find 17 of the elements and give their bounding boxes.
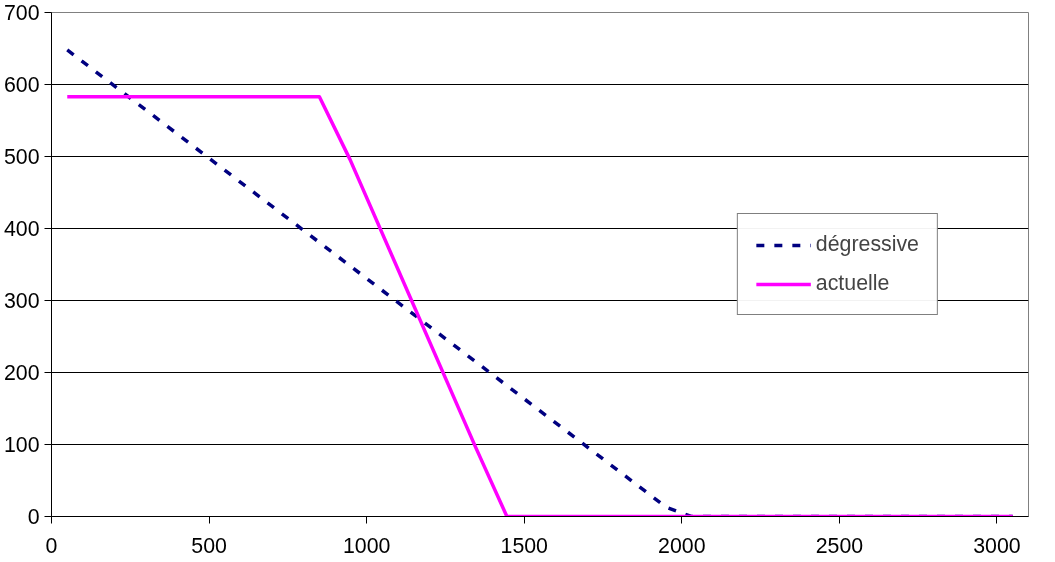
x-tick-label: 2500 [815, 533, 864, 558]
x-tick-label: 1500 [500, 533, 549, 558]
legend-label: dégressive [815, 232, 919, 257]
x-tick-label: 0 [45, 533, 58, 558]
y-tick-label: 200 [3, 361, 40, 385]
y-tick-label: 100 [3, 433, 40, 457]
x-tick-label: 3000 [973, 533, 1021, 558]
y-tick-label: 400 [3, 217, 40, 241]
x-tick-label: 500 [191, 533, 228, 558]
y-tick-label: 700 [3, 1, 40, 25]
y-tick-label: 600 [3, 73, 40, 97]
y-tick-label: 500 [3, 145, 40, 169]
x-tick-label: 2000 [658, 533, 706, 558]
legend-label: actuelle [815, 271, 890, 296]
y-tick-label: 0 [27, 505, 40, 529]
y-tick-label: 300 [3, 289, 40, 313]
x-tick-label: 1000 [342, 533, 391, 558]
